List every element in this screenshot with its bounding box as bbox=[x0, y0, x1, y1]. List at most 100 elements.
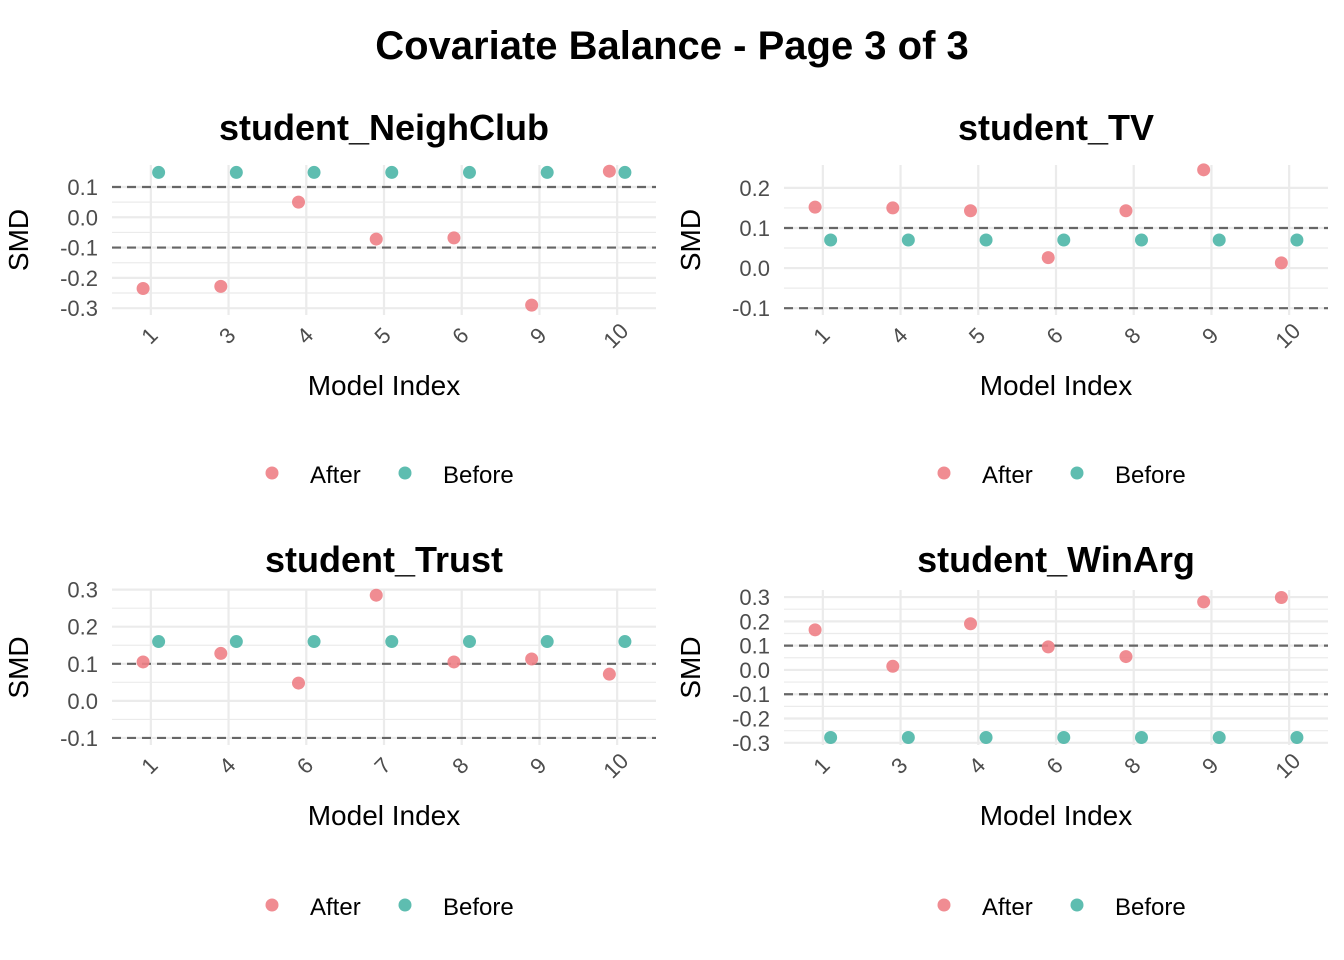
before-point bbox=[229, 635, 243, 649]
after-point bbox=[1274, 256, 1288, 270]
x-tick-label: 1 bbox=[808, 323, 834, 349]
x-tick-label: 4 bbox=[214, 753, 240, 779]
before-point bbox=[824, 233, 838, 247]
legend-before-marker bbox=[1070, 466, 1084, 480]
x-tick-label: 9 bbox=[1197, 323, 1223, 349]
x-tick-label: 4 bbox=[886, 323, 912, 349]
y-tick-label: 0.3 bbox=[739, 585, 770, 610]
y-tick-label: 0.2 bbox=[67, 615, 98, 640]
after-point bbox=[214, 646, 228, 660]
legend-before-label: Before bbox=[1115, 894, 1186, 921]
y-axis-label: SMD bbox=[3, 209, 34, 271]
before-point bbox=[462, 635, 476, 649]
after-point bbox=[1041, 251, 1055, 265]
x-tick-label: 4 bbox=[292, 323, 318, 349]
legend-after-label: After bbox=[982, 462, 1033, 489]
x-tick-label: 8 bbox=[1119, 323, 1145, 349]
y-tick-label: 0.2 bbox=[739, 609, 770, 634]
legend-before-label: Before bbox=[1115, 462, 1186, 489]
after-point bbox=[525, 298, 539, 312]
before-point bbox=[385, 635, 399, 649]
after-point bbox=[214, 279, 228, 293]
before-point bbox=[979, 730, 993, 744]
x-tick-label: 9 bbox=[525, 753, 551, 779]
after-point bbox=[1041, 640, 1055, 654]
before-point bbox=[1212, 233, 1226, 247]
before-point bbox=[1057, 730, 1071, 744]
panel-title: student_NeighClub bbox=[219, 107, 549, 148]
legend-after-marker bbox=[937, 466, 951, 480]
before-point bbox=[824, 730, 838, 744]
x-tick-label: 10 bbox=[1270, 318, 1305, 353]
legend-before-label: Before bbox=[443, 894, 514, 921]
x-tick-label: 4 bbox=[964, 753, 990, 779]
y-axis-label: SMD bbox=[675, 636, 706, 698]
y-tick-label: 0.1 bbox=[67, 652, 98, 677]
before-point bbox=[901, 730, 915, 744]
x-tick-label: 7 bbox=[370, 753, 396, 779]
after-point bbox=[369, 588, 383, 602]
x-tick-label: 8 bbox=[1119, 753, 1145, 779]
y-tick-label: 0.1 bbox=[67, 175, 98, 200]
x-tick-label: 5 bbox=[370, 323, 396, 349]
legend-after-label: After bbox=[310, 894, 361, 921]
y-tick-label: -0.1 bbox=[732, 296, 770, 321]
x-tick-label: 6 bbox=[292, 753, 318, 779]
x-tick-label: 3 bbox=[886, 753, 912, 779]
before-point bbox=[152, 635, 166, 649]
after-point bbox=[1274, 591, 1288, 605]
before-point bbox=[1134, 233, 1148, 247]
x-tick-label: 5 bbox=[964, 323, 990, 349]
after-point bbox=[886, 659, 900, 673]
before-point bbox=[152, 165, 166, 179]
before-point bbox=[1134, 730, 1148, 744]
before-point bbox=[307, 165, 321, 179]
x-tick-label: 9 bbox=[1197, 753, 1223, 779]
before-point bbox=[1290, 730, 1304, 744]
after-point bbox=[369, 232, 383, 246]
legend-before-marker bbox=[1070, 898, 1084, 912]
after-point bbox=[886, 201, 900, 215]
y-tick-label: 0.3 bbox=[67, 578, 98, 603]
legend-after-label: After bbox=[982, 894, 1033, 921]
x-axis-label: Model Index bbox=[308, 370, 461, 401]
page-title: Covariate Balance - Page 3 of 3 bbox=[375, 24, 969, 68]
before-point bbox=[901, 233, 915, 247]
x-axis-label: Model Index bbox=[308, 800, 461, 831]
x-tick-label: 3 bbox=[214, 323, 240, 349]
before-point bbox=[540, 635, 554, 649]
after-point bbox=[447, 655, 461, 669]
y-tick-label: -0.2 bbox=[60, 266, 98, 291]
after-point bbox=[1197, 163, 1211, 177]
y-axis-label: SMD bbox=[3, 636, 34, 698]
before-point bbox=[385, 165, 399, 179]
x-tick-label: 9 bbox=[525, 323, 551, 349]
legend-before-marker bbox=[398, 898, 412, 912]
legend-after-marker bbox=[265, 466, 279, 480]
y-tick-label: 0.1 bbox=[739, 634, 770, 659]
x-tick-label: 1 bbox=[136, 753, 162, 779]
x-tick-label: 6 bbox=[1042, 323, 1068, 349]
after-point bbox=[964, 204, 978, 218]
after-point bbox=[292, 195, 306, 209]
before-point bbox=[1212, 730, 1226, 744]
x-tick-label: 1 bbox=[808, 753, 834, 779]
legend-before-marker bbox=[398, 466, 412, 480]
y-tick-label: -0.2 bbox=[732, 707, 770, 732]
y-tick-label: 0.0 bbox=[739, 256, 770, 281]
y-tick-label: 0.0 bbox=[739, 658, 770, 683]
before-point bbox=[540, 165, 554, 179]
legend-after-marker bbox=[265, 898, 279, 912]
after-point bbox=[1119, 650, 1133, 664]
x-tick-label: 10 bbox=[1270, 748, 1305, 783]
before-point bbox=[979, 233, 993, 247]
after-point bbox=[136, 281, 150, 295]
after-point bbox=[292, 676, 306, 690]
after-point bbox=[964, 617, 978, 631]
x-tick-label: 6 bbox=[1042, 753, 1068, 779]
after-point bbox=[136, 655, 150, 669]
y-tick-label: -0.3 bbox=[732, 731, 770, 756]
after-point bbox=[808, 623, 822, 637]
after-point bbox=[447, 231, 461, 245]
before-point bbox=[307, 635, 321, 649]
